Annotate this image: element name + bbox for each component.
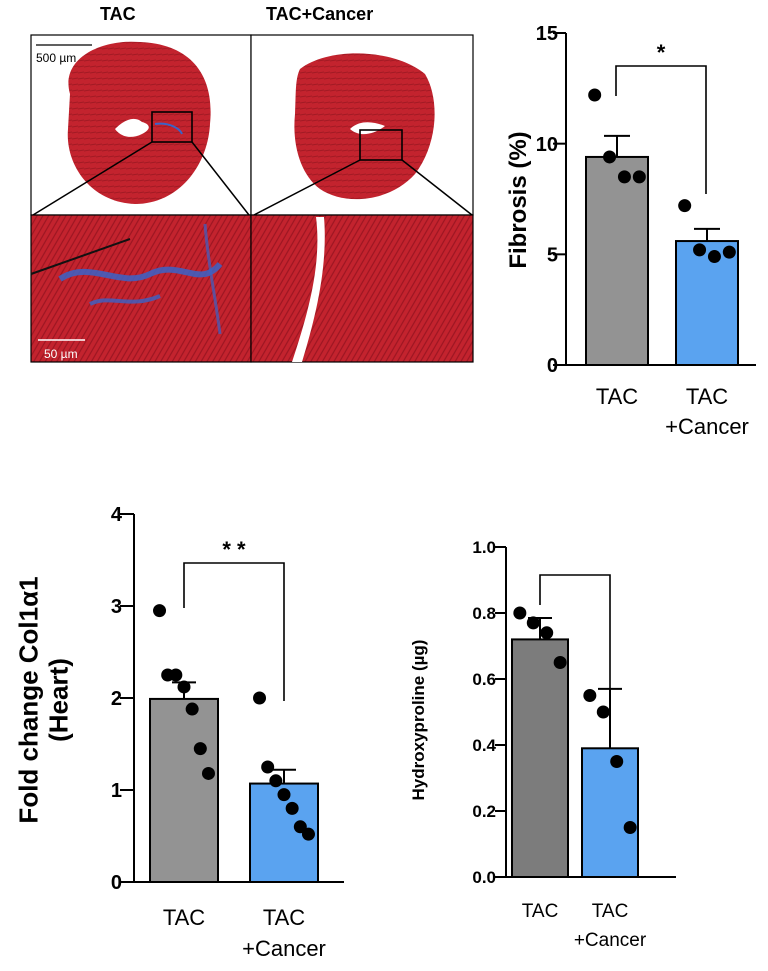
x-tick-label: +Cancer [242,936,326,961]
zoom-tac: 50 µm [30,214,252,363]
chart-1: 0 1 2 3 4 Fold change Col1α1(Heart) TAC TAC +Can… [14,504,344,961]
data-point [161,668,175,682]
y-tick-label: 4 [111,504,123,526]
data-point [513,606,527,620]
bar-0 [585,155,649,366]
y-axis-label-line: Fold change Col1α1 [14,576,44,823]
y-tick-label: 5 [547,245,558,267]
y-tick-label: 0.4 [472,736,496,755]
heart-section-tac-cancer [294,53,435,200]
significance-label: * [657,40,666,65]
data-point [169,668,183,682]
y-tick-label: 15 [536,23,558,45]
histology-label-tac-cancer: TAC+Cancer [266,4,374,24]
scalebar-bottom-label: 50 µm [44,347,78,361]
x-tick-label: TAC [686,384,728,409]
scalebar-top-label: 500 µm [36,51,76,65]
data-point [553,656,567,669]
data-point [583,689,597,702]
histology-figure: 500 µm 50 µm [30,34,476,364]
y-tick-label: 0.8 [472,604,496,623]
bar-1 [675,240,739,366]
y-axis-label-line: Hydroxyproline (µg) [409,640,428,801]
data-point [693,243,707,257]
y-tick-label: 0 [547,355,558,377]
x-tick-label: +Cancer [574,930,647,951]
data-point [261,760,275,774]
data-point [277,788,291,802]
data-point [293,820,307,834]
data-point [632,170,646,184]
y-tick-label: 1 [111,780,122,802]
data-point [722,245,736,259]
x-tick-label: TAC [163,905,205,930]
data-point [617,170,631,184]
bar-0 [149,697,219,883]
y-tick-label: 3 [111,596,122,618]
data-point [623,821,637,834]
chart-0: 0 5 10 15 Fibrosis (%) TAC TAC +Cancer * [505,23,756,439]
data-point [603,150,617,164]
heart-section-tac [67,41,211,204]
x-tick-label: TAC [263,905,305,930]
zoom-box-tac [151,111,193,143]
y-tick-label: 0.0 [472,868,496,887]
zoom-tac-cancer [250,214,474,363]
data-point [301,827,315,841]
y-axis-label: Fibrosis (%) [505,131,532,268]
data-point [707,250,721,264]
data-point [588,88,602,102]
bar-1 [249,782,319,883]
y-tick-label: 1.0 [472,538,496,557]
y-tick-label: 0.6 [472,670,496,689]
data-point [596,705,610,719]
significance-bracket [183,562,285,701]
bar-1 [581,747,639,878]
data-point [201,766,215,780]
x-tick-label: TAC [596,384,638,409]
data-point [526,616,540,630]
y-tick-label: 10 [536,134,558,156]
y-axis-label-line: Fibrosis (%) [505,131,532,268]
y-axis-label: Hydroxyproline (µg) [409,640,428,801]
data-point [540,626,554,640]
x-tick-label: TAC [592,901,629,922]
data-point [678,199,692,213]
x-tick-label: TAC [522,901,559,922]
y-tick-label: 0.2 [472,802,496,821]
x-tick-label: +Cancer [665,414,749,439]
significance-bracket [539,574,611,689]
y-tick-label: 0 [111,872,122,894]
y-tick-label: 2 [111,688,122,710]
histology-svg: 500 µm 50 µm [30,34,474,363]
data-point [153,604,167,618]
significance-bracket [615,65,707,194]
data-point [193,742,207,756]
bar-0 [511,638,569,879]
histology-label-tac: TAC [100,4,136,24]
data-point [185,702,199,716]
significance-label: * * [222,537,246,562]
y-axis-label-line: (Heart) [44,658,74,742]
data-point [610,755,624,768]
y-axis-label: Fold change Col1α1(Heart) [14,576,74,823]
data-point [177,680,191,694]
chart-2: 0.0 0.2 0.4 0.6 0.8 1.0 Hydroxyproline (µg) TAC… [409,538,676,951]
data-point [253,691,267,705]
data-point [269,774,283,788]
zoom-box-tac-cancer [359,129,403,161]
data-point [285,801,299,815]
